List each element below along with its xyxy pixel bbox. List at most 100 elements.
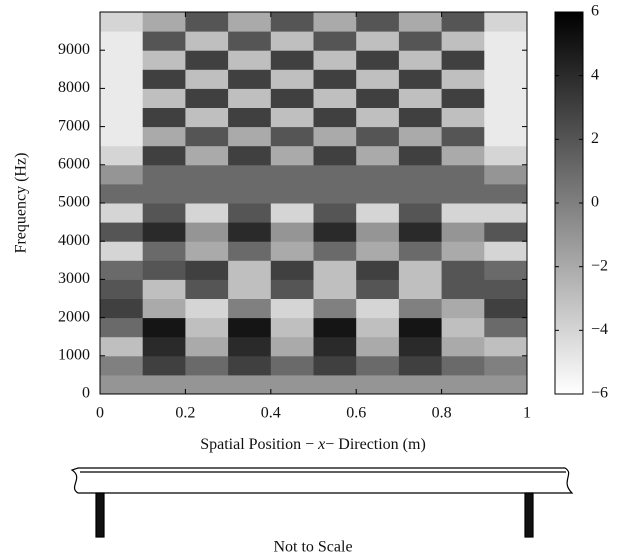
heatmap-cell xyxy=(142,222,186,242)
heatmap-cell xyxy=(100,298,144,319)
heatmap-cell xyxy=(100,164,144,185)
heatmap-cell xyxy=(313,107,357,128)
heatmap-cell xyxy=(356,126,400,147)
heatmap-cell xyxy=(441,222,485,242)
y-tick-label: 8000 xyxy=(58,79,90,96)
heatmap-cell xyxy=(313,183,357,204)
heatmap-cell xyxy=(398,317,443,338)
heatmap-cell xyxy=(228,355,272,376)
heatmap-cell xyxy=(228,88,272,108)
heatmap-cell xyxy=(398,279,443,299)
heatmap-cell xyxy=(484,241,528,261)
heatmap-cell xyxy=(356,203,400,223)
heatmap-cell xyxy=(356,374,400,395)
colorbar-tick-label: 6 xyxy=(591,3,599,20)
heatmap-cell xyxy=(313,298,357,319)
heatmap-cell xyxy=(398,222,443,242)
heatmap-cell xyxy=(100,69,144,89)
heatmap-cell xyxy=(398,355,443,376)
heatmap-cell xyxy=(270,260,314,280)
heatmap-cell xyxy=(356,336,400,357)
heatmap-cell xyxy=(142,107,186,128)
heatmap-cell xyxy=(270,241,314,261)
heatmap-cell xyxy=(142,164,186,185)
heatmap-cell xyxy=(100,126,144,147)
heatmap-cell xyxy=(484,279,528,299)
heatmap-cell xyxy=(441,31,485,51)
support xyxy=(524,492,534,538)
heatmap-cell xyxy=(313,69,357,89)
x-label-part: Spatial Position − xyxy=(200,436,318,453)
heatmap-cell xyxy=(313,317,357,338)
heatmap-cell xyxy=(228,298,272,319)
heatmap-cell xyxy=(441,126,485,147)
heatmap-cell xyxy=(356,12,400,32)
heatmap-cell xyxy=(185,107,229,128)
heatmap-cell xyxy=(484,31,528,51)
heatmap-cell xyxy=(100,12,144,32)
x-tick-label: 0.4 xyxy=(261,405,281,422)
heatmap-cell xyxy=(142,279,186,299)
heatmap-cell xyxy=(142,374,186,395)
heatmap-cell xyxy=(356,31,400,51)
heatmap-cell xyxy=(441,298,485,319)
caption: Not to Scale xyxy=(273,539,352,556)
heatmap-cell xyxy=(100,107,144,128)
heatmap-cell xyxy=(185,298,229,319)
heatmap-cell xyxy=(398,298,443,319)
heatmap-cell xyxy=(398,88,443,108)
heatmap-cell xyxy=(100,222,144,242)
heatmap-cell xyxy=(270,69,314,89)
heatmap-cell xyxy=(484,222,528,242)
colorbar-tick-label: 0 xyxy=(591,194,599,211)
heatmap-cell xyxy=(313,260,357,280)
heatmap-cell xyxy=(185,241,229,261)
heatmap-cell xyxy=(270,336,314,357)
heatmap-cell xyxy=(313,31,357,51)
heatmap-cell xyxy=(228,126,272,147)
heatmap-cell xyxy=(441,183,485,204)
colorbar-tick-label: −2 xyxy=(591,257,608,274)
heatmap-cell xyxy=(484,317,528,338)
heatmap-cell xyxy=(313,355,357,376)
heatmap-cell xyxy=(313,12,357,32)
heatmap-cell xyxy=(185,164,229,185)
beam-diagram xyxy=(70,467,574,538)
heatmap-cell xyxy=(398,374,443,395)
heatmap-cell xyxy=(356,50,400,70)
heatmap-cell xyxy=(441,88,485,108)
x-label-part: x xyxy=(317,436,325,453)
heatmap-cell xyxy=(228,50,272,70)
heatmap-cell xyxy=(484,183,528,204)
heatmap-cell xyxy=(398,164,443,185)
heatmap-cell xyxy=(484,12,528,32)
heatmap-cell xyxy=(185,203,229,223)
heatmap-cell xyxy=(270,317,314,338)
heatmap-cell xyxy=(398,336,443,357)
heatmap-cell xyxy=(100,31,144,51)
heatmap-cell xyxy=(228,222,272,242)
heatmap-cell xyxy=(441,145,485,166)
heatmap-cell xyxy=(270,126,314,147)
heatmap-cell xyxy=(484,260,528,280)
heatmap-cell xyxy=(356,145,400,166)
heatmap-cell xyxy=(313,126,357,147)
heatmap-cell xyxy=(484,107,528,128)
heatmap-cell xyxy=(398,203,443,223)
heatmap-cell xyxy=(356,183,400,204)
support xyxy=(95,492,105,538)
heatmap-cell xyxy=(142,69,186,89)
heatmap-cell xyxy=(228,317,272,338)
heatmap-cell xyxy=(185,31,229,51)
heatmap-cell xyxy=(228,374,272,395)
y-tick-label: 7000 xyxy=(58,117,90,134)
heatmap-cell xyxy=(270,355,314,376)
heatmap-cell xyxy=(313,241,357,261)
heatmap-cell xyxy=(356,222,400,242)
colorbar-tick-label: −4 xyxy=(591,321,608,338)
heatmap-cell xyxy=(185,88,229,108)
heatmap-cell xyxy=(398,260,443,280)
heatmap-cell xyxy=(100,260,144,280)
heatmap-cell xyxy=(142,50,186,70)
heatmap-cell xyxy=(185,374,229,395)
